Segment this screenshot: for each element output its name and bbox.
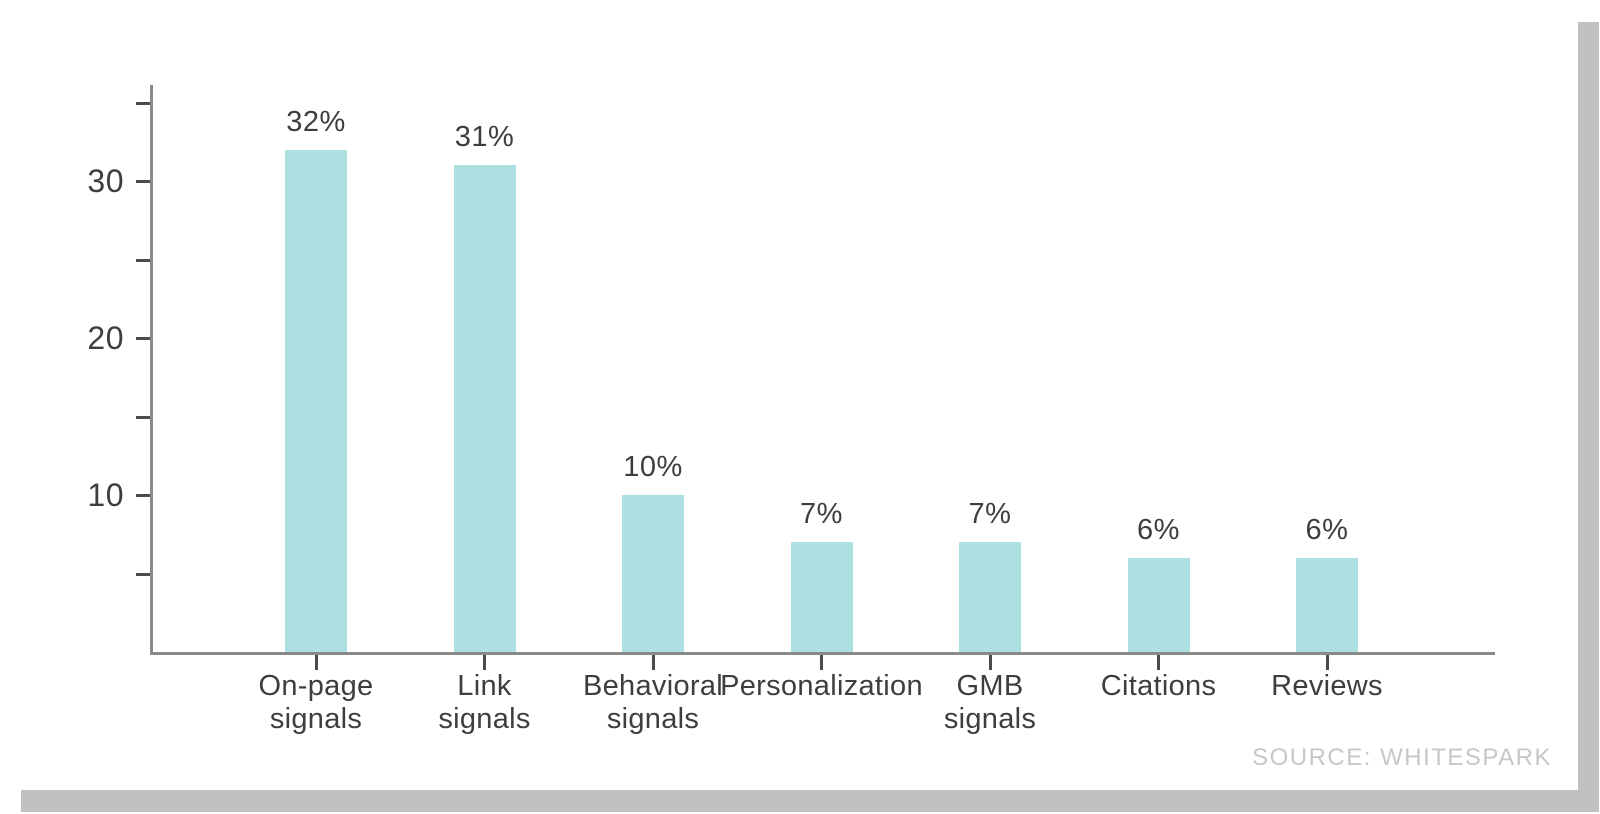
bar-value-label: 7%: [968, 498, 1012, 531]
category-label: GMB signals: [943, 670, 1037, 735]
bar: [453, 165, 516, 652]
bar-value-label: 31%: [454, 121, 515, 154]
bar-value-label: 7%: [800, 498, 843, 531]
bar: [1127, 557, 1190, 652]
bar-value-label: 32%: [286, 105, 346, 138]
y-tick-label: 30: [87, 163, 124, 199]
x-axis: [150, 652, 1495, 655]
bar-value-label: 6%: [1305, 513, 1349, 546]
x-tick: [1157, 655, 1160, 670]
y-tick-label: 10: [87, 477, 124, 513]
y-tick: [136, 337, 150, 340]
x-tick: [314, 655, 318, 670]
category-label: Link signals: [438, 670, 531, 735]
bar: [622, 495, 684, 652]
bar-chart: 10 20 30 32% On-page signals 31% Link signals 1…: [87, 85, 1495, 735]
x-tick: [1325, 655, 1329, 670]
chart-card: 10 20 30 32% On-page signals 31% Link signals 1…: [87, 85, 1552, 771]
y-tick: [136, 494, 150, 497]
x-tick: [651, 655, 655, 670]
y-tick: [136, 415, 150, 419]
bar-value-label: 10%: [623, 451, 683, 483]
bar: [285, 149, 347, 652]
y-tick: [136, 258, 150, 262]
category-label: On-page signals: [258, 670, 374, 735]
bar: [1296, 557, 1358, 652]
category-label: Reviews: [1271, 670, 1383, 702]
bar: [959, 542, 1021, 652]
source-credit: SOURCE: WHITESPARK: [1252, 744, 1552, 771]
category-label: Behavioral signals: [582, 670, 724, 735]
category-label: Personalization: [720, 670, 923, 702]
x-tick: [820, 655, 823, 670]
x-tick: [988, 655, 992, 670]
y-axis: [150, 85, 153, 655]
y-tick: [136, 101, 150, 105]
category-label: Citations: [1100, 670, 1217, 702]
y-tick: [136, 572, 150, 576]
y-tick: [136, 180, 150, 183]
bar: [790, 542, 853, 652]
y-tick-label: 20: [87, 320, 124, 356]
x-tick: [483, 655, 486, 670]
bar-value-label: 6%: [1137, 513, 1180, 546]
